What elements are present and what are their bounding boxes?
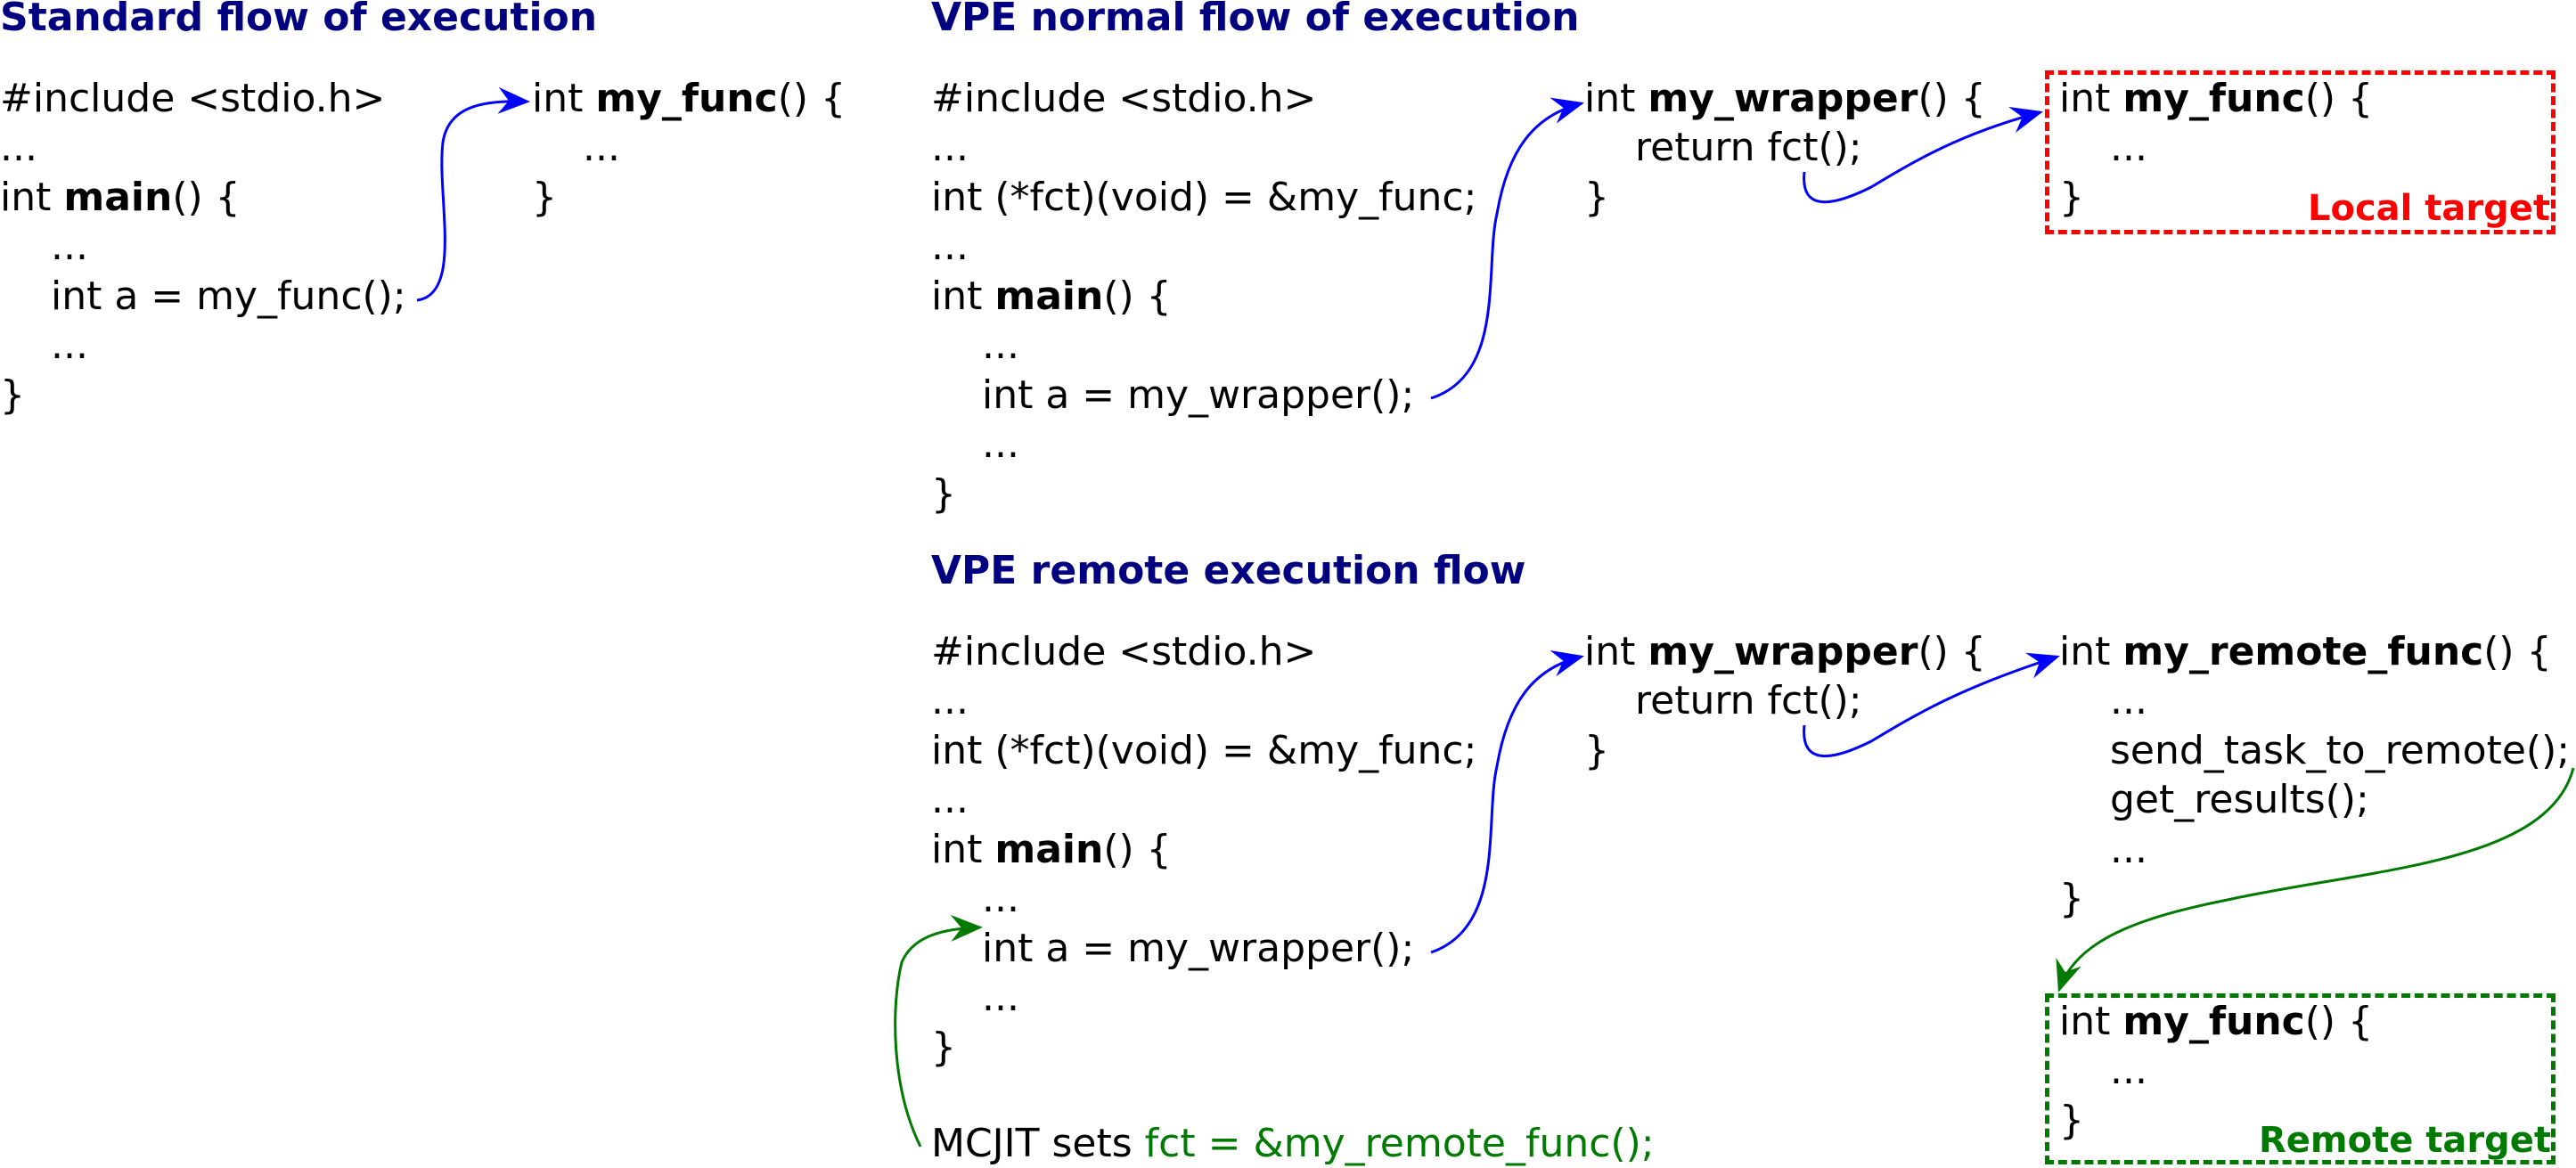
mcjit-note: MCJIT sets fct = &my_remote_func(); [931, 1124, 1655, 1164]
vpe-normal-wrapper-return: return fct(); [1635, 125, 1862, 170]
vpe-normal-flow-title: VPE normal flow of execution [931, 0, 1580, 40]
remote-target-closing-brace: } [2059, 1098, 2084, 1143]
std-code-main-signature: int main() { [0, 175, 241, 220]
vpe-normal-wrapper-to-target-arrow [1803, 107, 2043, 204]
vpe-normal-main-name: main [994, 274, 1104, 319]
vpe-normal-code-ellipsis: ... [931, 224, 969, 269]
vpe-remote-code-ellipsis: ... [931, 777, 969, 822]
std-code-ellipsis: ... [51, 224, 88, 269]
vpe-normal-wrapper-signature: int my_wrapper() { [1584, 76, 1986, 121]
remote-func-closing-brace: } [2059, 876, 2084, 921]
std-main-name: main [63, 175, 173, 220]
vpe-normal-code-ellipsis: ... [931, 125, 969, 170]
standard-flow-title: Standard flow of execution [0, 0, 598, 40]
std-my-func-name: my_func [595, 76, 778, 121]
remote-func-ellipsis: ... [2110, 827, 2147, 872]
vpe-normal-wrapper-closing-brace: } [1584, 175, 1609, 220]
vpe-remote-code-closing-brace: } [931, 1025, 956, 1070]
vpe-remote-code-ellipsis: ... [982, 876, 1019, 921]
std-code-include: #include <stdio.h> [0, 76, 386, 121]
vpe-normal-code-closing-brace: } [931, 471, 956, 517]
local-target-box [2045, 70, 2556, 234]
vpe-normal-code-fct-pointer: int (*fct)(void) = &my_func; [931, 175, 1477, 220]
mcjit-to-main-arrow [894, 914, 983, 1148]
vpe-remote-wrapper-signature: int my_wrapper() { [1584, 629, 1986, 674]
vpe-remote-main-to-wrapper-arrow [1430, 650, 1584, 954]
vpe-remote-main-name: main [994, 827, 1104, 872]
local-target-label: Local target [2308, 188, 2551, 229]
vpe-normal-wrapper-name: my_wrapper [1648, 76, 1918, 121]
remote-func-to-remote-target-arrow [2056, 767, 2575, 992]
remote-target-box [2045, 993, 2556, 1164]
vpe-normal-code-ellipsis: ... [982, 323, 1019, 368]
std-my-func-ellipsis: ... [583, 125, 620, 170]
remote-target-ellipsis: ... [2110, 1048, 2147, 1093]
vpe-remote-code-call-wrapper: int a = my_wrapper(); [982, 926, 1415, 971]
std-my-func-closing-brace: } [532, 175, 557, 220]
local-target-closing-brace: } [2059, 175, 2084, 220]
local-target-my-func-name: my_func [2122, 76, 2305, 121]
remote-target-my-func-signature: int my_func() { [2059, 999, 2374, 1044]
vpe-normal-code-include: #include <stdio.h> [931, 76, 1317, 121]
remote-func-send-task: send_task_to_remote(); [2110, 728, 2571, 773]
remote-func-get-results: get_results(); [2110, 777, 2369, 822]
local-target-my-func-signature: int my_func() { [2059, 76, 2374, 121]
vpe-normal-code-ellipsis: ... [982, 421, 1019, 467]
remote-func-signature: int my_remote_func() { [2059, 629, 2552, 674]
vpe-remote-flow-title: VPE remote execution flow [931, 548, 1526, 593]
std-my-func-signature: int my_func() { [532, 76, 846, 121]
vpe-remote-code-include: #include <stdio.h> [931, 629, 1317, 674]
std-code-closing-brace: } [0, 372, 25, 418]
vpe-remote-code-ellipsis: ... [931, 678, 969, 723]
local-target-ellipsis: ... [2110, 125, 2147, 170]
std-code-ellipsis: ... [0, 125, 37, 170]
vpe-remote-wrapper-name: my_wrapper [1648, 629, 1918, 674]
remote-target-my-func-name: my_func [2122, 999, 2305, 1044]
vpe-remote-code-ellipsis: ... [982, 975, 1019, 1020]
vpe-remote-wrapper-closing-brace: } [1584, 728, 1609, 773]
remote-target-label: Remote target [2259, 1120, 2551, 1161]
vpe-remote-wrapper-to-remote-func-arrow [1803, 652, 2060, 757]
vpe-normal-code-main-signature: int main() { [931, 274, 1172, 319]
vpe-remote-code-fct-pointer: int (*fct)(void) = &my_func; [931, 728, 1477, 773]
remote-func-name: my_remote_func [2122, 629, 2484, 674]
vpe-normal-code-call-wrapper: int a = my_wrapper(); [982, 372, 1415, 418]
std-code-ellipsis: ... [51, 323, 88, 368]
remote-func-ellipsis: ... [2110, 678, 2147, 723]
vpe-remote-code-main-signature: int main() { [931, 827, 1172, 872]
std-code-call-my-func: int a = my_func(); [51, 274, 406, 319]
mcjit-note-prefix: MCJIT sets [931, 1121, 1145, 1166]
vpe-remote-wrapper-return: return fct(); [1635, 678, 1862, 723]
mcjit-note-code: fct = &my_remote_func(); [1144, 1121, 1655, 1166]
vpe-normal-main-to-wrapper-arrow [1430, 97, 1584, 400]
std-call-arrow [416, 86, 530, 302]
